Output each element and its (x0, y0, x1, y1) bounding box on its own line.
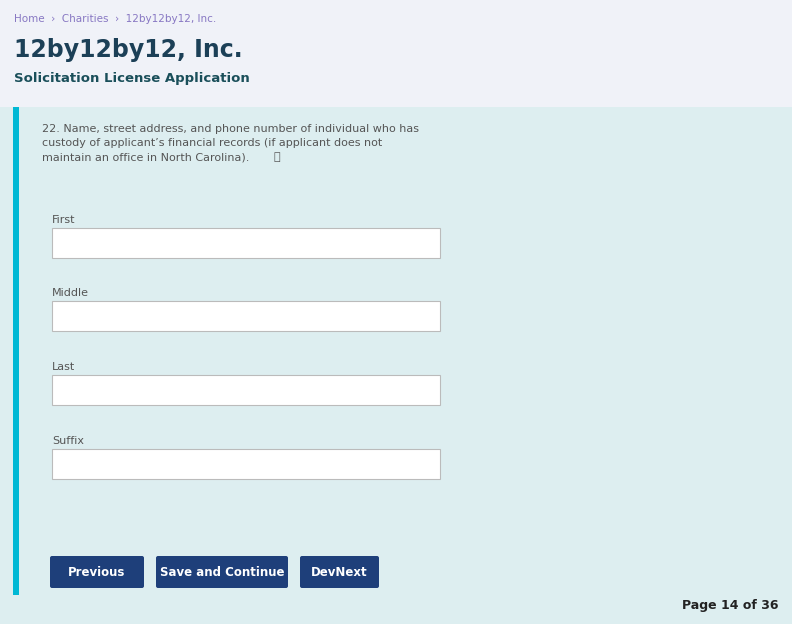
Text: 22. Name, street address, and phone number of individual who has: 22. Name, street address, and phone numb… (42, 124, 419, 134)
Text: custody of applicant’s financial records (if applicant does not: custody of applicant’s financial records… (42, 138, 383, 148)
Text: Save and Continue: Save and Continue (160, 565, 284, 578)
FancyBboxPatch shape (52, 375, 440, 405)
Text: Solicitation License Application: Solicitation License Application (14, 72, 249, 85)
Text: Suffix: Suffix (52, 436, 84, 446)
Text: Page 14 of 36: Page 14 of 36 (681, 599, 778, 612)
Text: Previous: Previous (68, 565, 126, 578)
FancyBboxPatch shape (0, 107, 792, 595)
FancyBboxPatch shape (13, 107, 19, 595)
FancyBboxPatch shape (52, 301, 440, 331)
FancyBboxPatch shape (300, 556, 379, 588)
Text: DevNext: DevNext (311, 565, 367, 578)
FancyBboxPatch shape (52, 449, 440, 479)
FancyBboxPatch shape (50, 556, 144, 588)
Text: maintain an office in North Carolina).: maintain an office in North Carolina). (42, 152, 249, 162)
FancyBboxPatch shape (0, 595, 792, 624)
Text: Home  ›  Charities  ›  12by12by12, Inc.: Home › Charities › 12by12by12, Inc. (14, 14, 216, 24)
FancyBboxPatch shape (52, 228, 440, 258)
Text: First: First (52, 215, 75, 225)
Text: Last: Last (52, 362, 75, 372)
FancyBboxPatch shape (0, 0, 792, 107)
FancyBboxPatch shape (156, 556, 288, 588)
Text: 12by12by12, Inc.: 12by12by12, Inc. (14, 38, 242, 62)
Text: ⓘ: ⓘ (274, 152, 280, 162)
Text: Middle: Middle (52, 288, 89, 298)
